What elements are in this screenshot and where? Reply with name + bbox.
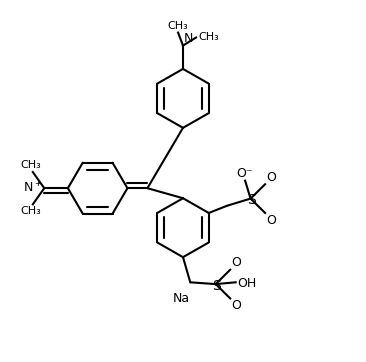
Text: S: S	[247, 193, 256, 207]
Text: CH₃: CH₃	[168, 21, 188, 31]
Text: S: S	[212, 279, 221, 293]
Text: O⁻: O⁻	[236, 167, 252, 180]
Text: O: O	[231, 299, 241, 312]
Text: O: O	[266, 171, 276, 184]
Text: CH₃: CH₃	[20, 206, 41, 216]
Text: O: O	[231, 256, 241, 269]
Text: CH₃: CH₃	[198, 33, 219, 42]
Text: Na: Na	[173, 292, 190, 306]
Text: O: O	[266, 214, 276, 227]
Text: OH: OH	[237, 277, 256, 290]
Text: N: N	[184, 32, 193, 45]
Text: CH₃: CH₃	[20, 160, 41, 170]
Text: N$^+$: N$^+$	[23, 180, 42, 195]
